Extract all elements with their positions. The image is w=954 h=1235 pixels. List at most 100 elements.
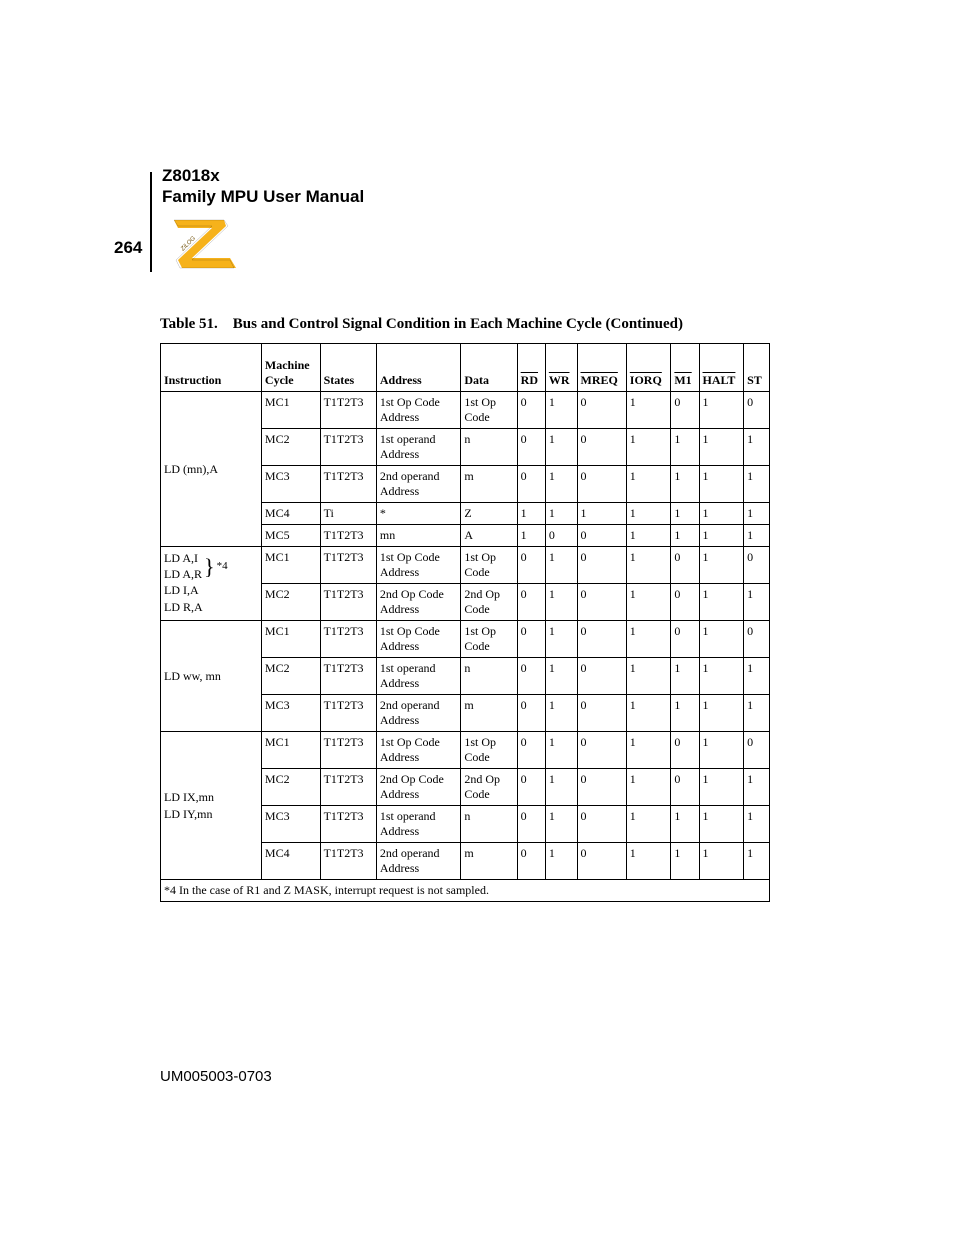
table-cell: 0 [577, 695, 626, 732]
table-cell: 1 [699, 621, 744, 658]
table-cell: MC1 [261, 621, 320, 658]
table-cell: 0 [744, 621, 770, 658]
table-cell: 0 [671, 584, 699, 621]
table-cell: 0 [671, 769, 699, 806]
table-cell: 0 [744, 732, 770, 769]
instruction-cell: LD ww, mn [161, 621, 262, 732]
table-cell: 1 [545, 769, 577, 806]
table-cell: n [461, 806, 517, 843]
table-cell: T1T2T3 [320, 806, 376, 843]
table-cell: T1T2T3 [320, 525, 376, 547]
table-cell: 0 [744, 392, 770, 429]
table-cell: 1st Op Code Address [376, 732, 460, 769]
table-cell: 0 [517, 806, 545, 843]
table-cell: 0 [577, 806, 626, 843]
table-cell: 1 [545, 806, 577, 843]
table-cell: 0 [517, 769, 545, 806]
column-header: Machine Cycle [261, 344, 320, 392]
table-cell: T1T2T3 [320, 695, 376, 732]
column-header: HALT [699, 344, 744, 392]
table-cell: 2nd Op Code [461, 584, 517, 621]
table-cell: 1 [517, 503, 545, 525]
column-header: RD [517, 344, 545, 392]
table-cell: * [376, 503, 460, 525]
table-cell: 1 [699, 584, 744, 621]
table-cell: 1 [744, 769, 770, 806]
table-cell: 1st Op Code Address [376, 547, 460, 584]
table-cell: 1 [545, 503, 577, 525]
doc-footer: UM005003-0703 [160, 1068, 272, 1085]
table-header-row: InstructionMachine CycleStatesAddressDat… [161, 344, 770, 392]
table-cell: MC3 [261, 466, 320, 503]
table-cell: MC3 [261, 806, 320, 843]
table-cell: 1st Op Code [461, 732, 517, 769]
signal-table: InstructionMachine CycleStatesAddressDat… [160, 343, 770, 902]
table-cell: 1 [626, 732, 671, 769]
table-cell: mn [376, 525, 460, 547]
table-cell: MC2 [261, 584, 320, 621]
table-cell: 1 [699, 843, 744, 880]
table-cell: 1 [671, 806, 699, 843]
table-cell: T1T2T3 [320, 429, 376, 466]
table-cell: 1 [699, 466, 744, 503]
table-cell: 1st operand Address [376, 806, 460, 843]
doc-title-1: Z8018x [162, 165, 364, 186]
table-cell: 1 [545, 584, 577, 621]
table-cell: 1 [744, 466, 770, 503]
table-row: LD IX,mnLD IY,mnMC1T1T2T31st Op Code Add… [161, 732, 770, 769]
table-cell: 0 [577, 392, 626, 429]
column-header: M1 [671, 344, 699, 392]
table-number: Table 51. [160, 316, 218, 332]
table-cell: 1 [545, 695, 577, 732]
table-cell: 1 [671, 466, 699, 503]
table-cell: 1 [699, 503, 744, 525]
table-cell: 1st Op Code Address [376, 621, 460, 658]
column-header: Instruction [161, 344, 262, 392]
table-footnote: *4 In the case of R1 and Z MASK, interru… [161, 880, 770, 902]
table-cell: MC1 [261, 547, 320, 584]
table-cell: 1 [545, 658, 577, 695]
table-cell: 0 [671, 392, 699, 429]
table-cell: 1 [699, 429, 744, 466]
table-cell: T1T2T3 [320, 843, 376, 880]
table-cell: T1T2T3 [320, 547, 376, 584]
instruction-cell: LD IX,mnLD IY,mn [161, 732, 262, 880]
table-cell: 0 [577, 525, 626, 547]
table-cell: 0 [577, 658, 626, 695]
table-cell: T1T2T3 [320, 584, 376, 621]
table-cell: 1st Op Code Address [376, 392, 460, 429]
column-header: WR [545, 344, 577, 392]
table-cell: 1 [626, 584, 671, 621]
table-cell: 1 [626, 658, 671, 695]
table-cell: 2nd Op Code Address [376, 584, 460, 621]
table-cell: 0 [577, 547, 626, 584]
table-cell: MC1 [261, 392, 320, 429]
table-cell: 1 [545, 392, 577, 429]
table-cell: 1 [744, 503, 770, 525]
table-cell: 0 [517, 695, 545, 732]
table-cell: 0 [577, 769, 626, 806]
table-cell: 0 [577, 843, 626, 880]
table-cell: 0 [517, 621, 545, 658]
table-cell: 0 [517, 658, 545, 695]
table-cell: 1 [626, 503, 671, 525]
table-cell: 1st operand Address [376, 429, 460, 466]
table-cell: 1 [626, 806, 671, 843]
table-cell: m [461, 843, 517, 880]
table-cell: MC4 [261, 843, 320, 880]
table-cell: 0 [517, 732, 545, 769]
table-cell: 1 [545, 732, 577, 769]
table-cell: 0 [517, 843, 545, 880]
table-cell: 1st operand Address [376, 658, 460, 695]
table-cell: 1 [699, 695, 744, 732]
table-cell: 1 [545, 547, 577, 584]
table-cell: 0 [671, 621, 699, 658]
table-cell: 1 [545, 621, 577, 658]
table-cell: MC3 [261, 695, 320, 732]
table-cell: 0 [671, 732, 699, 769]
table-cell: 0 [517, 466, 545, 503]
table-cell: 0 [577, 466, 626, 503]
table-cell: 1 [744, 525, 770, 547]
table-cell: MC2 [261, 769, 320, 806]
zilog-logo: ZiLOG [168, 216, 240, 272]
